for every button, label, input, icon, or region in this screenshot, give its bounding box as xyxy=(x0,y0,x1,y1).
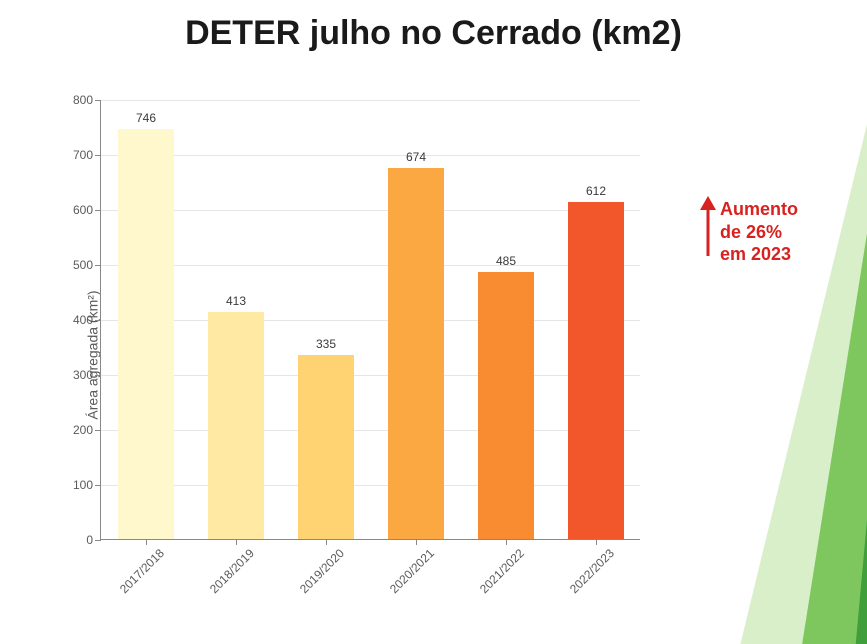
xtick-label: 2020/2021 xyxy=(378,539,437,598)
bar: 612 xyxy=(568,202,624,539)
bar-value-label: 413 xyxy=(208,294,264,308)
arrow-stem xyxy=(707,208,710,256)
gridline xyxy=(101,100,640,101)
xtick-label: 2017/2018 xyxy=(108,539,167,598)
ytick-label: 700 xyxy=(73,148,101,162)
annotation-line: de 26% xyxy=(720,221,798,244)
increase-arrow-icon xyxy=(700,196,716,256)
bar-value-label: 674 xyxy=(388,150,444,164)
increase-annotation: Aumentode 26%em 2023 xyxy=(720,198,798,266)
gridline xyxy=(101,375,640,376)
gridline xyxy=(101,210,640,211)
bar-value-label: 612 xyxy=(568,184,624,198)
annotation-line: em 2023 xyxy=(720,243,798,266)
bar: 674 xyxy=(388,168,444,539)
gridline xyxy=(101,430,640,431)
xtick-label: 2021/2022 xyxy=(468,539,527,598)
y-axis-label: Área agregada (km²) xyxy=(85,290,101,419)
gridline xyxy=(101,155,640,156)
ytick-label: 400 xyxy=(73,313,101,327)
plot-area: 01002003004005006007008007462017/2018413… xyxy=(100,100,640,540)
ytick-label: 100 xyxy=(73,478,101,492)
xtick-label: 2019/2020 xyxy=(288,539,347,598)
ytick-label: 300 xyxy=(73,368,101,382)
ytick-label: 800 xyxy=(73,93,101,107)
bar-value-label: 485 xyxy=(478,254,534,268)
ytick-label: 600 xyxy=(73,203,101,217)
annotation-line: Aumento xyxy=(720,198,798,221)
chart: Área agregada (km²) 01002003004005006007… xyxy=(30,90,670,620)
bar: 485 xyxy=(478,272,534,539)
xtick-label: 2022/2023 xyxy=(558,539,617,598)
bar: 335 xyxy=(298,355,354,539)
ytick-label: 200 xyxy=(73,423,101,437)
bar: 413 xyxy=(208,312,264,539)
bar: 746 xyxy=(118,129,174,539)
bar-value-label: 746 xyxy=(118,111,174,125)
gridline xyxy=(101,485,640,486)
ytick-label: 500 xyxy=(73,258,101,272)
chart-title: DETER julho no Cerrado (km2) xyxy=(0,14,867,53)
gridline xyxy=(101,265,640,266)
gridline xyxy=(101,320,640,321)
ytick-label: 0 xyxy=(86,533,101,547)
bar-value-label: 335 xyxy=(298,337,354,351)
xtick-label: 2018/2019 xyxy=(198,539,257,598)
decoration-triangles xyxy=(647,0,867,644)
